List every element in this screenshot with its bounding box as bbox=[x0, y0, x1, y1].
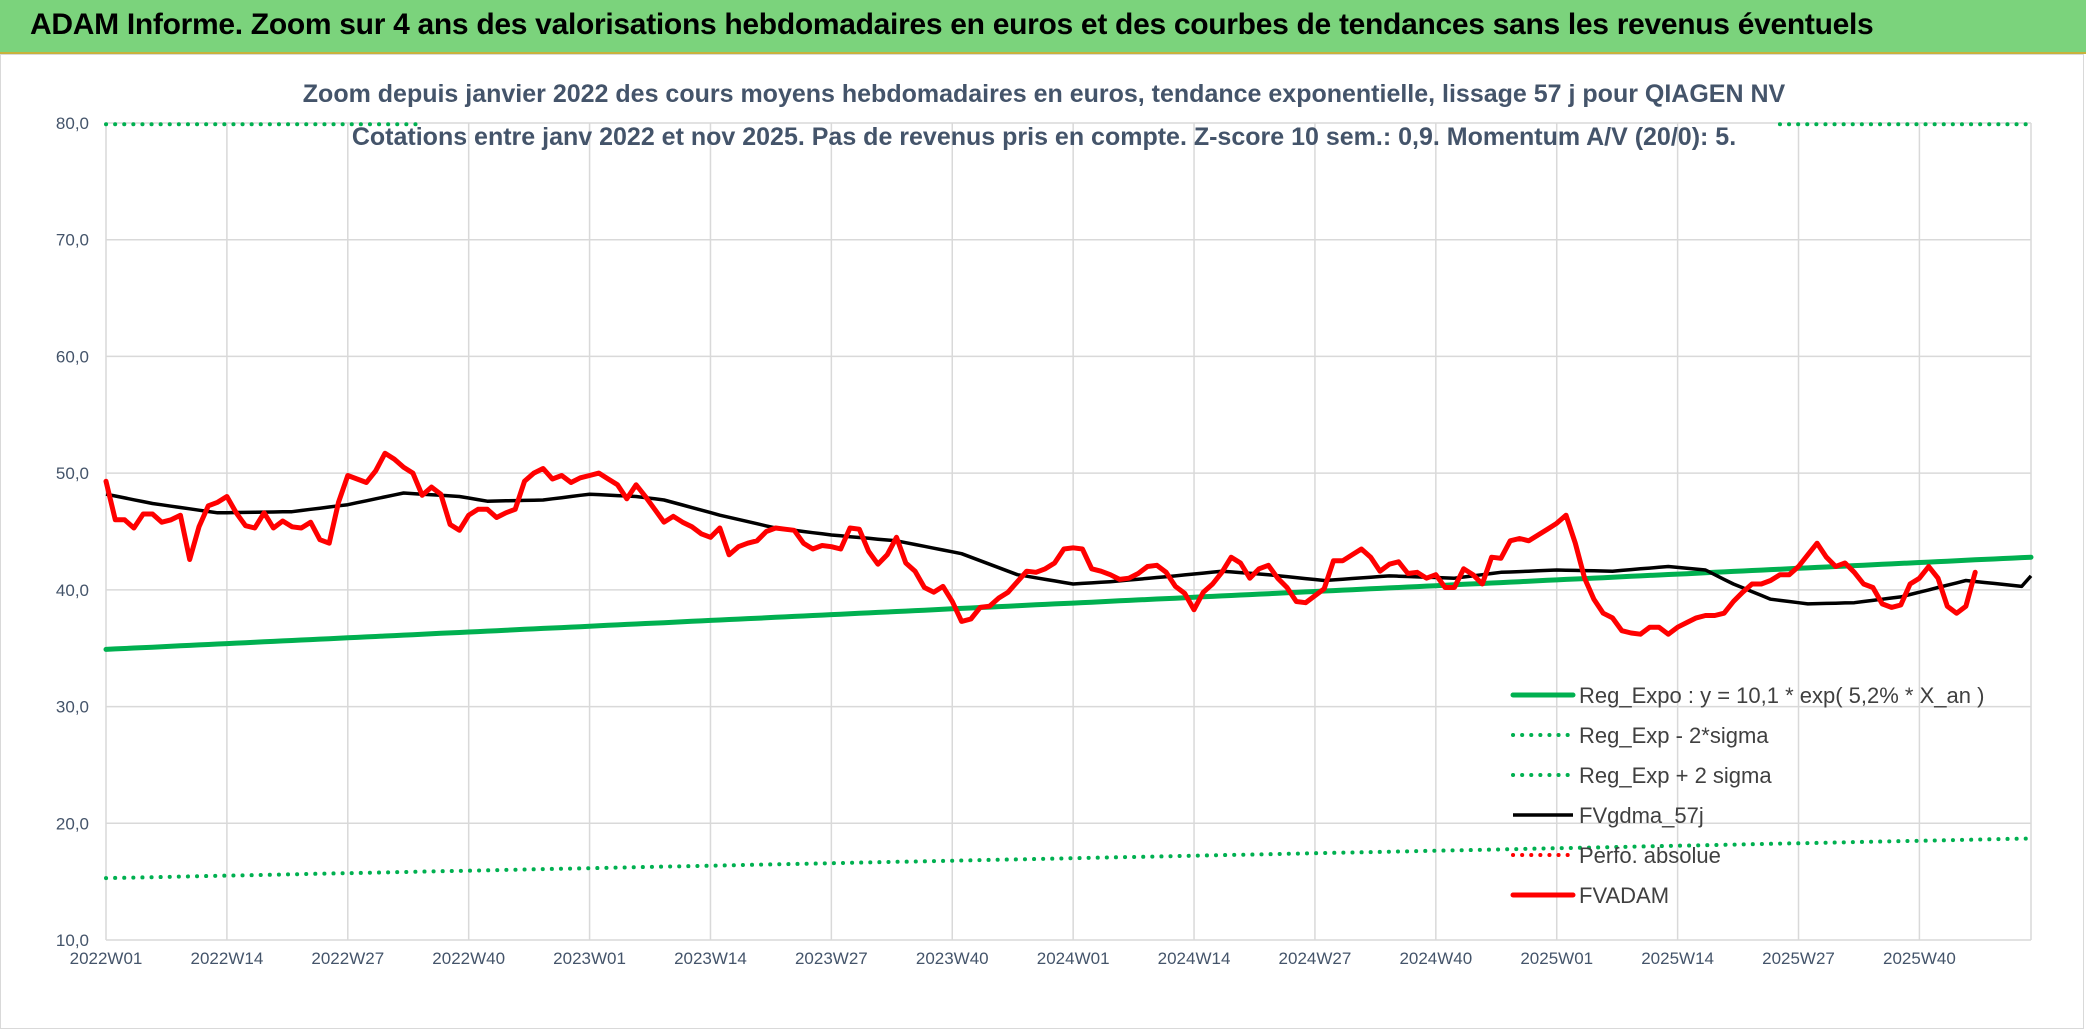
legend-label: Reg_Exp - 2*sigma bbox=[1579, 723, 1769, 748]
x-tick-label: 2023W14 bbox=[674, 949, 747, 968]
series-reg-exp-2-sigma-line bbox=[104, 836, 2033, 881]
chart-series bbox=[103, 122, 2034, 881]
x-tick-label: 2024W14 bbox=[1158, 949, 1231, 968]
x-tick-label: 2024W27 bbox=[1279, 949, 1352, 968]
y-tick-label: 80,0 bbox=[56, 114, 89, 133]
chart-grid bbox=[105, 122, 2032, 941]
header-banner: ADAM Informe. Zoom sur 4 ans des valoris… bbox=[0, 0, 2086, 54]
legend-label: Perfo. absolue bbox=[1579, 843, 1721, 868]
x-tick-label: 2022W01 bbox=[70, 949, 143, 968]
series-reg-expo-y-10-1-exp-5-2-x-an-line bbox=[103, 554, 2034, 652]
legend-entry: Perfo. absolue bbox=[1511, 843, 1721, 868]
x-tick-label: 2022W40 bbox=[432, 949, 505, 968]
y-tick-label: 30,0 bbox=[56, 698, 89, 717]
y-tick-label: 60,0 bbox=[56, 347, 89, 366]
legend-label: FVgdma_57j bbox=[1579, 803, 1704, 828]
y-axis-ticks: 10,0 20,0 30,0 40,0 50,0 60,0 70,0 80,0 bbox=[56, 114, 89, 950]
legend-entry: FVgdma_57j bbox=[1513, 803, 1704, 828]
x-tick-label: 2022W14 bbox=[191, 949, 264, 968]
x-tick-label: 2022W27 bbox=[311, 949, 384, 968]
y-tick-label: 40,0 bbox=[56, 581, 89, 600]
series-fvadam-line bbox=[103, 450, 1978, 637]
x-tick-label: 2025W01 bbox=[1520, 949, 1593, 968]
y-tick-label: 70,0 bbox=[56, 231, 89, 250]
chart-legend: Reg_Expo : y = 10,1 * exp( 5,2% * X_an )… bbox=[1510, 683, 1984, 908]
chart-frame: 10,0 20,0 30,0 40,0 50,0 60,0 70,0 80,0 2022W01… bbox=[0, 54, 2084, 1029]
y-tick-label: 50,0 bbox=[56, 464, 89, 483]
chart-subtitle: Cotations entre janv 2022 et nov 2025. P… bbox=[352, 123, 1736, 151]
x-axis-ticks: 2022W01 2022W14 2022W27 2022W40 2023W01 2023W… bbox=[70, 949, 1956, 968]
legend-entry: Reg_Expo : y = 10,1 * exp( 5,2% * X_an ) bbox=[1510, 683, 1984, 708]
x-tick-label: 2023W27 bbox=[795, 949, 868, 968]
x-tick-label: 2023W40 bbox=[916, 949, 989, 968]
legend-entry: Reg_Exp + 2 sigma bbox=[1511, 763, 1772, 788]
legend-label: Reg_Expo : y = 10,1 * exp( 5,2% * X_an ) bbox=[1579, 683, 1984, 708]
x-tick-label: 2025W14 bbox=[1641, 949, 1714, 968]
x-tick-label: 2025W27 bbox=[1762, 949, 1835, 968]
legend-label: FVADAM bbox=[1579, 883, 1669, 908]
legend-entry: Reg_Exp - 2*sigma bbox=[1511, 723, 1769, 748]
x-tick-label: 2024W01 bbox=[1037, 949, 1110, 968]
y-tick-label: 10,0 bbox=[56, 931, 89, 950]
legend-label: Reg_Exp + 2 sigma bbox=[1579, 763, 1772, 788]
chart-title: Zoom depuis janvier 2022 des cours moyen… bbox=[303, 80, 1786, 108]
x-tick-label: 2025W40 bbox=[1883, 949, 1956, 968]
line-chart: 10,0 20,0 30,0 40,0 50,0 60,0 70,0 80,0 2022W01… bbox=[56, 80, 2034, 968]
legend-entry: FVADAM bbox=[1510, 883, 1669, 908]
x-tick-label: 2024W40 bbox=[1399, 949, 1472, 968]
y-tick-label: 20,0 bbox=[56, 814, 89, 833]
x-tick-label: 2023W01 bbox=[553, 949, 626, 968]
header-title: ADAM Informe. Zoom sur 4 ans des valoris… bbox=[30, 8, 1874, 41]
